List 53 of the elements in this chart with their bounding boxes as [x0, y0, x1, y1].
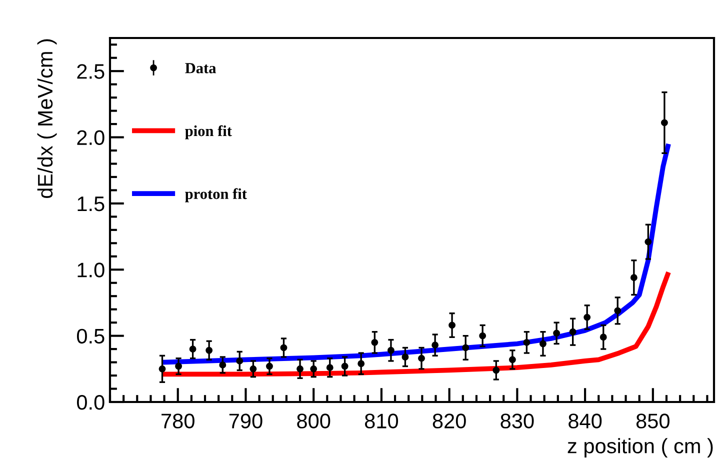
point [296, 365, 304, 372]
point [219, 361, 226, 368]
point [540, 340, 546, 348]
point [508, 356, 516, 364]
y-tick-label: 2.5 [77, 64, 104, 79]
point [280, 344, 288, 352]
x-tick-label: 820 [432, 414, 466, 428]
point [250, 365, 257, 372]
x-tick-label: 840 [568, 414, 602, 428]
point [387, 346, 394, 354]
legend-label: Data [185, 63, 216, 74]
point [158, 365, 166, 372]
point [402, 354, 409, 360]
point [584, 314, 591, 321]
x-tick-label: 790 [229, 414, 262, 428]
x-tick-label: 810 [364, 414, 398, 428]
point [358, 360, 365, 368]
point [479, 332, 486, 340]
y-tick-label: 2.0 [77, 130, 104, 146]
x-axis-title: z position ( cm ) [568, 438, 713, 458]
legend-label: proton fit [185, 188, 247, 202]
point [206, 346, 213, 354]
point [614, 307, 622, 314]
y-tick-label: 1.5 [78, 196, 104, 212]
point [310, 365, 318, 372]
point [266, 362, 273, 370]
point [492, 366, 500, 374]
x-tick-label: 850 [636, 414, 670, 428]
x-tick-label: 800 [297, 414, 330, 428]
point [523, 338, 530, 346]
point [448, 322, 456, 329]
point [569, 328, 576, 336]
point [600, 334, 607, 341]
y-tick-label: 0.0 [76, 395, 104, 410]
point [326, 364, 334, 372]
point [432, 342, 439, 349]
point [189, 346, 196, 353]
point [236, 357, 244, 364]
y-tick-label: 1.0 [78, 262, 104, 278]
point [371, 338, 378, 346]
point [630, 274, 638, 282]
point [660, 119, 668, 126]
point [175, 362, 182, 370]
point [644, 238, 652, 246]
point [553, 330, 560, 337]
point [418, 354, 425, 362]
point [462, 344, 470, 352]
y-tick-label: 0.5 [76, 328, 104, 344]
x-tick-label: 780 [162, 414, 194, 428]
point [341, 362, 348, 370]
y-axis-title: dE/dx ( MeV/cm ) [37, 39, 57, 198]
legend-label: pion fit [185, 125, 232, 140]
x-tick-label: 830 [500, 414, 534, 428]
